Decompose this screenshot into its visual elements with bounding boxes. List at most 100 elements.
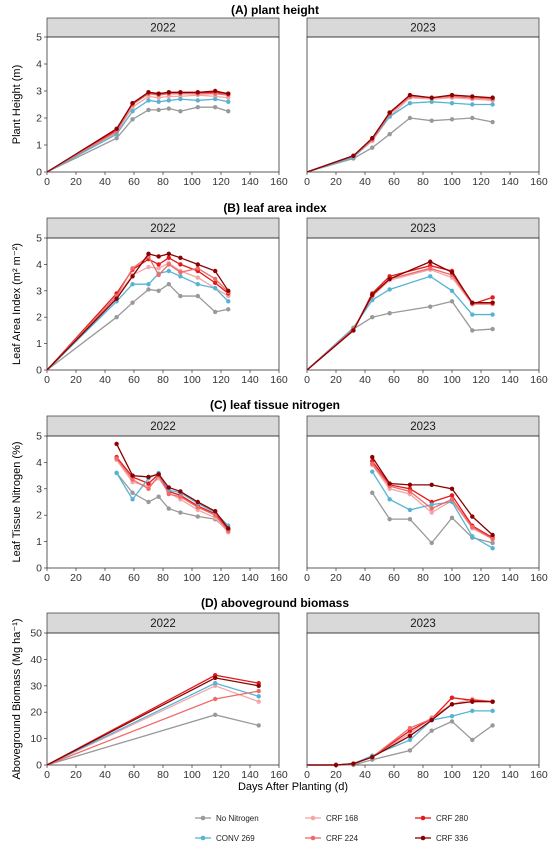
data-point	[429, 510, 434, 515]
data-point	[195, 98, 200, 103]
data-point	[429, 95, 434, 100]
x-tick-label: 100	[443, 374, 461, 386]
data-point	[449, 100, 455, 106]
data-point	[370, 292, 375, 297]
x-tick-label: 20	[330, 176, 342, 188]
data-point	[429, 506, 434, 511]
chart-title: (A) plant height	[231, 3, 319, 17]
series-line	[371, 456, 494, 536]
series-line	[46, 674, 259, 766]
data-point	[213, 105, 218, 110]
data-point	[166, 262, 171, 267]
series-line	[46, 253, 229, 371]
x-tick-label: 100	[443, 572, 461, 584]
series-crf-168	[46, 260, 231, 371]
x-tick-label: 40	[99, 374, 111, 386]
series-line	[306, 101, 493, 173]
x-tick-label: 40	[359, 769, 371, 781]
plot-area	[46, 632, 280, 766]
x-tick-label: 60	[388, 176, 400, 188]
legend-marker	[200, 835, 206, 841]
chart-title: (B) leaf area index	[223, 201, 327, 215]
data-point	[449, 117, 455, 122]
x-tick-label: 100	[183, 176, 201, 188]
data-point	[156, 254, 161, 259]
series-line	[46, 262, 229, 371]
series-crf-168	[46, 683, 261, 766]
data-point	[156, 272, 161, 278]
data-point	[256, 699, 261, 704]
legend-item: CRF 280	[415, 814, 469, 823]
y-tick-label: 2	[36, 312, 42, 324]
data-point	[407, 92, 413, 98]
x-tick-label: 20	[70, 769, 82, 781]
data-point	[428, 259, 433, 264]
data-point	[490, 699, 495, 704]
data-point	[226, 288, 231, 293]
panel-2023: 2023 0 20 40 60 80 100 120 140 160	[304, 17, 548, 188]
x-tick-label: 120	[212, 572, 230, 584]
data-point	[156, 99, 161, 105]
data-point	[256, 683, 261, 688]
x-tick-label: 120	[472, 374, 490, 386]
data-point	[166, 255, 171, 260]
data-point	[387, 497, 392, 502]
panel-2022: 2022 0 20 40 60 80 100 120 140 160 0 1 2 3 4 5	[36, 217, 288, 386]
series-crf-168	[46, 92, 231, 173]
x-tick-label: 40	[99, 572, 111, 584]
x-tick-label: 0	[44, 769, 50, 781]
data-point	[226, 526, 231, 531]
x-tick-label: 120	[472, 176, 490, 188]
chart-title: (D) aboveground biomass	[201, 596, 349, 610]
series-line	[306, 117, 493, 173]
data-point	[387, 276, 392, 282]
series-crf-168	[306, 95, 495, 173]
data-point	[428, 274, 433, 279]
y-tick-label: 3	[36, 86, 42, 98]
data-point	[490, 102, 495, 107]
plot-area	[306, 632, 540, 766]
data-point	[226, 91, 231, 96]
x-tick-label: 120	[212, 769, 230, 781]
data-point	[130, 497, 135, 502]
data-point	[470, 699, 475, 704]
data-point	[146, 264, 151, 270]
x-tick-label: 100	[183, 769, 201, 781]
x-tick-label: 60	[388, 374, 400, 386]
data-point	[146, 282, 151, 287]
data-point	[146, 90, 151, 95]
data-point	[146, 107, 151, 113]
legend-marker	[420, 815, 426, 821]
data-point	[470, 300, 475, 305]
data-point	[213, 276, 218, 282]
data-point	[449, 515, 455, 521]
x-tick-label: 20	[330, 769, 342, 781]
data-point	[213, 88, 218, 94]
x-tick-label: 60	[388, 572, 400, 584]
series-line	[46, 98, 229, 173]
data-point	[195, 505, 200, 510]
data-point	[429, 540, 434, 546]
data-point	[114, 470, 119, 476]
legend-item: CONV 269	[195, 834, 255, 843]
data-point	[490, 532, 495, 538]
series-conv-269	[46, 268, 231, 371]
x-tick-label: 0	[304, 572, 310, 584]
data-point	[429, 99, 434, 105]
panel-2022: 2022 0 20 40 60 80 100 120 140 160 0 1 2 3 4 5	[36, 17, 288, 188]
x-tick-label: 20	[70, 374, 82, 386]
data-point	[407, 748, 413, 753]
x-tick-label: 0	[44, 572, 50, 584]
series-line	[46, 714, 259, 766]
y-tick-label: 4	[36, 59, 42, 71]
x-tick-label: 140	[241, 374, 259, 386]
series-line	[307, 720, 493, 766]
data-point	[130, 300, 135, 305]
data-point	[449, 713, 455, 719]
y-tick-label: 5	[36, 233, 42, 245]
chart-title: (C) leaf tissue nitrogen	[210, 398, 340, 412]
series-no-nitrogen	[306, 299, 495, 371]
series-line	[46, 257, 229, 371]
data-point	[470, 328, 475, 333]
x-tick-label: 120	[472, 572, 490, 584]
